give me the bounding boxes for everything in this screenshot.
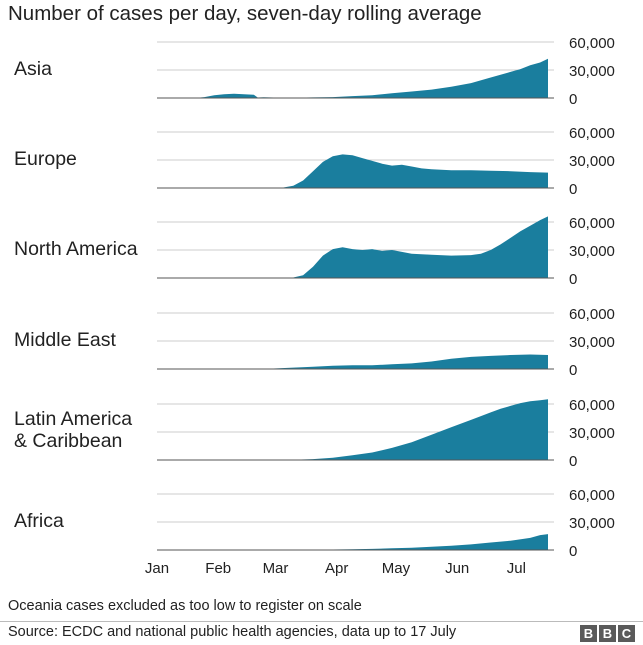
y-tick-label: 60,000 [569, 487, 615, 504]
y-tick-label: 60,000 [569, 215, 615, 232]
logo-letter: B [599, 625, 616, 642]
panel-label: Middle East [14, 329, 116, 351]
y-tick-label: 30,000 [569, 515, 615, 532]
y-tick-label: 30,000 [569, 243, 615, 260]
y-tick-label: 60,000 [569, 125, 615, 142]
y-tick-label: 0 [569, 543, 577, 560]
y-tick-label: 0 [569, 271, 577, 288]
logo-letter: C [618, 625, 635, 642]
x-tick-label: Jun [445, 560, 469, 577]
y-tick-label: 30,000 [569, 425, 615, 442]
source-line: Source: ECDC and national public health … [8, 624, 457, 640]
bbc-logo: B B C [580, 625, 635, 642]
footer-divider [0, 621, 643, 622]
y-tick-label: 60,000 [569, 35, 615, 52]
panel-label: North America [14, 238, 138, 260]
series-area-latin-america-caribbean [157, 399, 548, 460]
chart-title: Number of cases per day, seven-day rolli… [8, 2, 482, 25]
logo-letter: B [580, 625, 597, 642]
y-tick-label: 0 [569, 362, 577, 379]
y-tick-label: 0 [569, 453, 577, 470]
y-tick-label: 30,000 [569, 153, 615, 170]
series-area-europe [157, 154, 548, 188]
y-tick-label: 0 [569, 181, 577, 198]
y-tick-label: 60,000 [569, 397, 615, 414]
x-tick-label: Jan [145, 560, 169, 577]
y-tick-label: 0 [569, 91, 577, 108]
series-area-middle-east [157, 354, 548, 369]
panel-label: Africa [14, 510, 64, 532]
y-tick-label: 60,000 [569, 306, 615, 323]
x-tick-label: May [382, 560, 411, 577]
x-tick-label: Mar [263, 560, 289, 577]
x-tick-label: Apr [325, 560, 348, 577]
panel-label: Asia [14, 58, 52, 80]
panel-label: Latin America [14, 408, 132, 430]
x-tick-label: Feb [205, 560, 231, 577]
panel-label: Europe [14, 148, 77, 170]
x-tick-label: Jul [507, 560, 526, 577]
panel-label: & Caribbean [14, 430, 122, 452]
footnote: Oceania cases excluded as too low to reg… [8, 598, 362, 614]
series-area-asia [157, 58, 548, 98]
y-tick-label: 30,000 [569, 63, 615, 80]
series-area-africa [157, 534, 548, 550]
y-tick-label: 30,000 [569, 334, 615, 351]
small-multiples-area-chart: 60,000 30,000 0 Asia 60,000 30,000 0 Europe 60,0… [14, 35, 615, 577]
series-area-north-america [157, 216, 548, 278]
